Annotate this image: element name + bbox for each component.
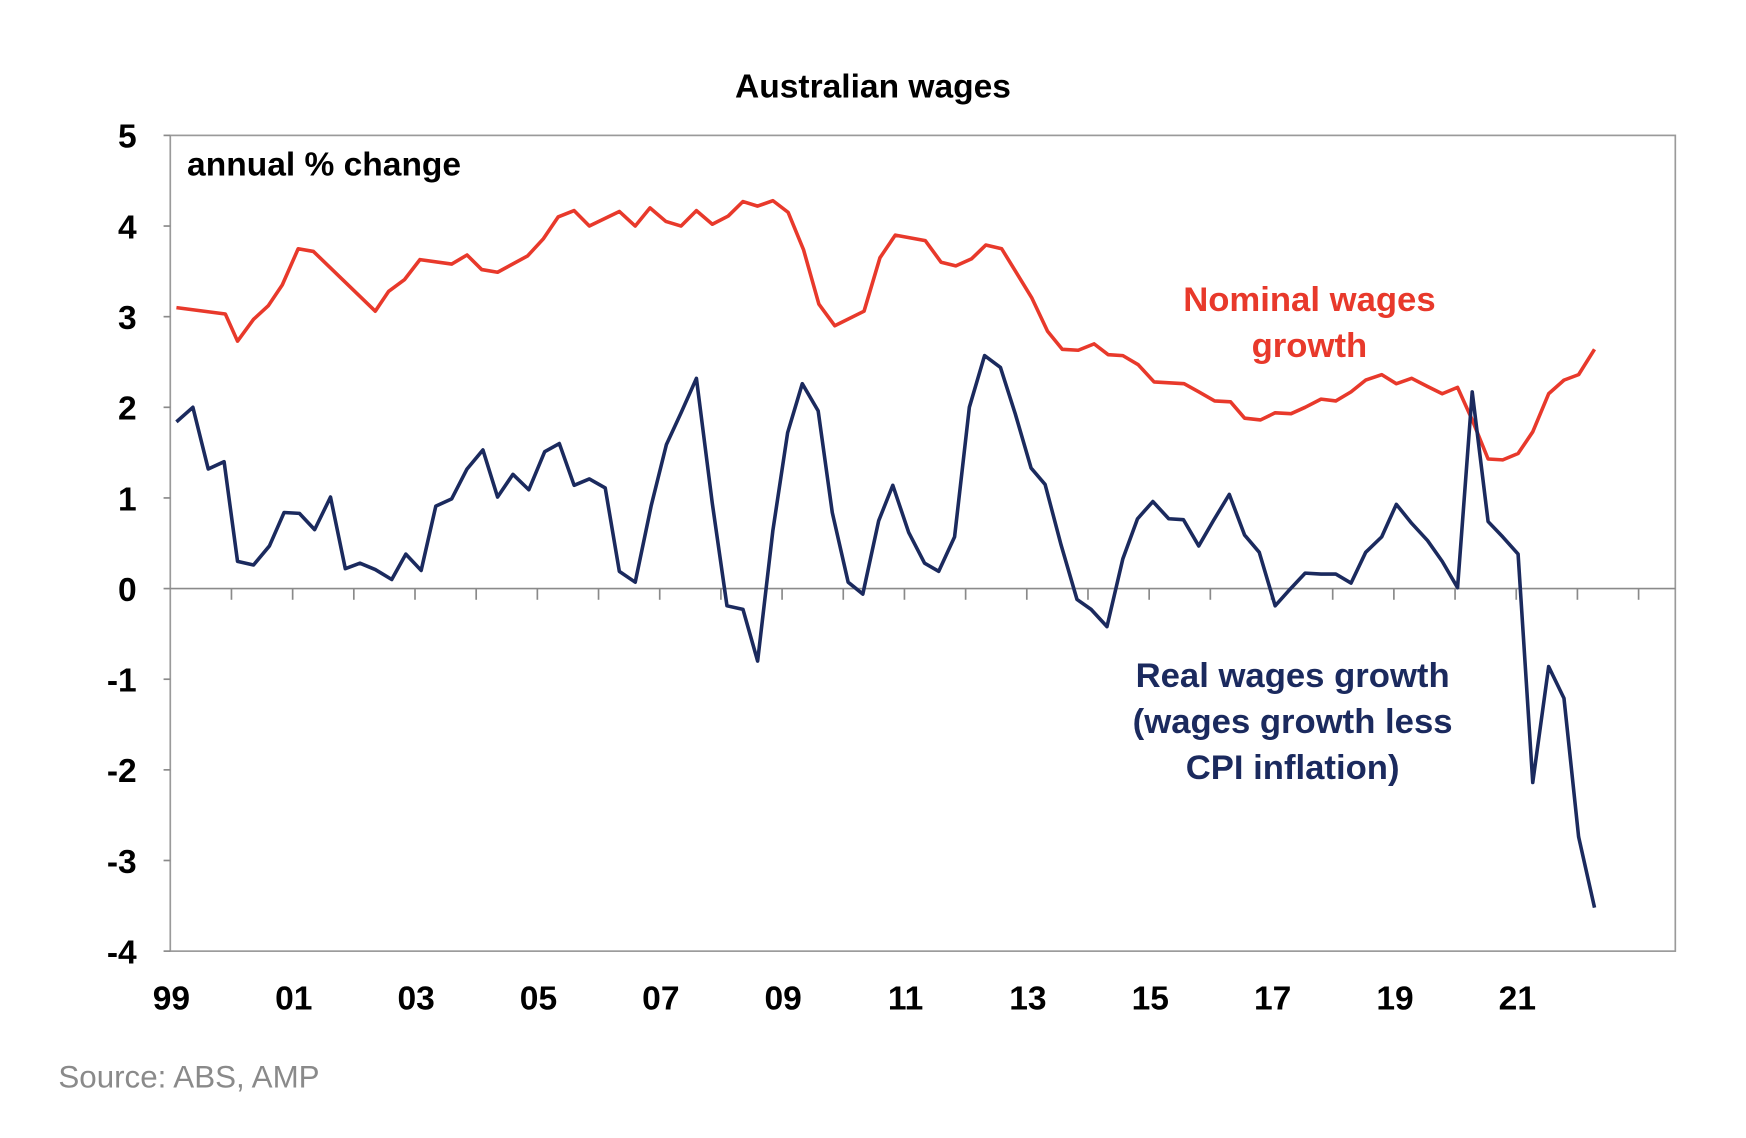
y-axis-label: annual % change — [187, 147, 461, 184]
y-tick-label: -2 — [107, 753, 137, 790]
y-tick-label: 1 — [118, 481, 137, 518]
x-tick-label: 01 — [275, 980, 312, 1017]
x-tick-label: 19 — [1376, 980, 1413, 1017]
y-tick-label: 0 — [118, 572, 137, 609]
x-tick-label: 99 — [153, 980, 190, 1017]
series-label: (wages growth less — [1133, 703, 1453, 741]
y-tick-label: 5 — [118, 119, 137, 156]
y-tick-label: 2 — [118, 391, 137, 428]
x-tick-label: 21 — [1499, 980, 1536, 1017]
y-tick-label: -1 — [107, 663, 137, 700]
x-tick-label: 05 — [520, 980, 557, 1017]
x-tick-label: 11 — [888, 980, 923, 1017]
x-tick-label: 13 — [1009, 980, 1046, 1017]
x-tick-label: 09 — [765, 980, 802, 1017]
series-label: growth — [1252, 327, 1368, 365]
source-note: Source: ABS, AMP — [58, 1060, 319, 1095]
y-tick-label: -3 — [107, 844, 137, 881]
x-tick-label: 15 — [1132, 980, 1169, 1017]
x-tick-label: 03 — [397, 980, 434, 1017]
series-nominal — [176, 198, 1597, 462]
x-tick-label: 17 — [1254, 980, 1291, 1017]
x-tick-label: 07 — [642, 980, 679, 1017]
plot-area — [169, 134, 1677, 952]
y-tick-label: 3 — [118, 300, 137, 337]
series-line — [176, 198, 1597, 462]
series-line — [175, 353, 1597, 908]
chart-title: Australian wages — [735, 68, 1011, 105]
series-real — [175, 353, 1597, 908]
series-label: CPI inflation) — [1186, 749, 1400, 787]
series-label: Real wages growth — [1136, 657, 1450, 695]
series-label: Nominal wages — [1183, 281, 1435, 319]
y-tick-label: 4 — [118, 209, 137, 246]
y-tick-label: -4 — [107, 934, 137, 971]
